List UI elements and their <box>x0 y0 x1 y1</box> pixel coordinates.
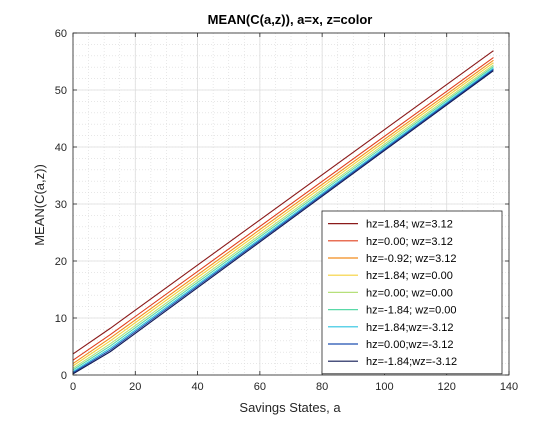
tick-labels: 0 20 40 60 80 100 120 140 0 10 20 30 40 50 60 <box>55 28 518 393</box>
y-tick-label: 30 <box>55 199 67 211</box>
legend-label-5: hz=0.00; wz=0.00 <box>366 287 453 299</box>
series-line-7 <box>72 67 494 373</box>
legend: hz=1.84; wz=3.12 hz=0.00; wz=3.12 hz=-0.92… <box>321 210 503 375</box>
series-line-1 <box>72 50 494 355</box>
series-lines <box>72 50 494 375</box>
series-line-8 <box>72 69 494 374</box>
x-tick-label: 0 <box>70 381 76 393</box>
chart-title: MEAN(C(a,z)), a=x, z=color <box>208 12 373 27</box>
x-axis-label: Savings States, a <box>239 400 341 415</box>
x-tick-label: 40 <box>191 381 203 393</box>
series-line-5 <box>72 64 494 369</box>
series-line-9 <box>72 70 494 375</box>
legend-label-9: hz=-1.84;wz=-3.12 <box>366 356 457 368</box>
y-tick-label: 60 <box>55 28 67 40</box>
legend-label-1: hz=1.84; wz=3.12 <box>366 219 453 231</box>
series-line-2 <box>72 57 494 361</box>
axes <box>72 32 510 376</box>
x-tick-label: 80 <box>316 381 328 393</box>
legend-label-2: hz=0.00; wz=3.12 <box>366 236 453 248</box>
series-line-3 <box>72 59 494 365</box>
x-tick-label: 100 <box>375 381 393 393</box>
legend-label-4: hz=1.84; wz=0.00 <box>366 270 453 282</box>
legend-label-3: hz=-0.92; wz=3.12 <box>366 253 457 265</box>
x-tick-label: 120 <box>438 381 456 393</box>
series-line-6 <box>72 66 494 371</box>
x-tick-label: 140 <box>500 381 518 393</box>
legend-label-7: hz=1.84;wz=-3.12 <box>366 322 453 334</box>
y-tick-label: 40 <box>55 142 67 154</box>
y-tick-label: 0 <box>61 370 67 382</box>
x-tick-label: 20 <box>129 381 141 393</box>
legend-label-8: hz=0.00;wz=-3.12 <box>366 339 453 351</box>
legend-label-6: hz=-1.84; wz=0.00 <box>366 305 457 317</box>
y-tick-label: 10 <box>55 313 67 325</box>
y-tick-label: 50 <box>55 85 67 97</box>
x-tick-label: 60 <box>254 381 266 393</box>
y-tick-label: 20 <box>55 256 67 268</box>
series-line-4 <box>72 62 494 367</box>
y-axis-label: MEAN(C(a,z)) <box>32 164 47 246</box>
